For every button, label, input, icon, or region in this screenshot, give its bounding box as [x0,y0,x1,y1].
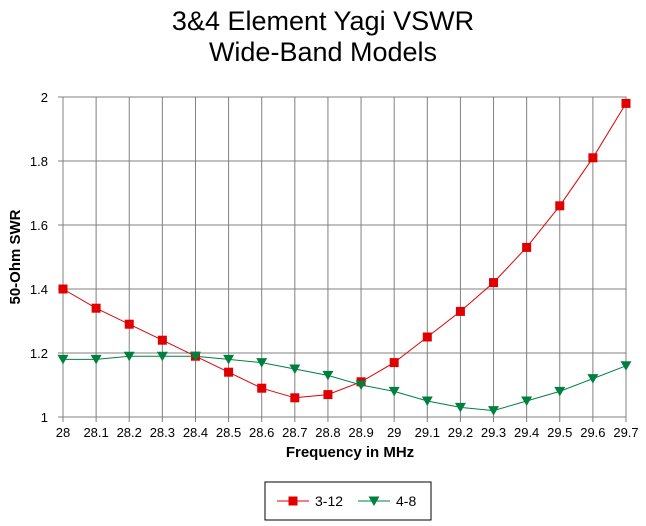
point-3-12 [124,319,134,329]
y-axis-ticks: 1 1.2 1.4 1.6 1.8 2 [30,90,63,425]
x-tick-label: 28.9 [348,425,373,440]
point-3-12 [224,367,234,377]
chart-title-line-1: 3&4 Element Yagi VSWR [172,6,474,36]
point-3-12 [422,332,432,342]
chart-title-line-2: Wide-Band Models [209,37,437,67]
point-4-8 [123,351,135,362]
point-3-12 [621,98,631,108]
point-3-12 [555,201,565,211]
point-4-8 [488,406,500,416]
x-tick-label: 29.6 [580,425,605,440]
x-tick-label: 28.1 [83,425,108,440]
point-4-8 [289,364,301,374]
point-3-12 [455,306,465,316]
point-3-12 [522,242,532,252]
x-tick-label: 29.7 [613,425,638,440]
point-4-8 [554,386,566,397]
point-4-8 [587,374,599,384]
point-4-8 [322,370,334,381]
x-tick-label: 29.4 [514,425,539,440]
x-tick-label: 29 [387,425,401,440]
point-4-8 [454,402,466,413]
x-tick-label: 29.1 [415,425,440,440]
series-line-4-8 [63,355,627,412]
y-tick-label: 1.6 [30,218,48,233]
point-3-12 [588,153,598,163]
point-3-12 [157,335,167,345]
point-4-8 [189,351,201,362]
legend-marker-3-12 [288,496,298,506]
point-4-8 [223,354,235,365]
x-tick-label: 29.5 [547,425,572,440]
x-axis-ticks: 28 28.1 28.2 28.3 28.4 28.5 28.6 28.7 28.8 28.9 29… [56,417,639,440]
point-4-8 [521,396,533,406]
legend: 3-12 4-8 [264,481,432,521]
plot-area [63,97,626,417]
x-tick-label: 28 [56,425,70,440]
series-line-3-12 [62,103,627,399]
plot-frame [62,96,627,418]
x-tick-label: 29.2 [448,425,473,440]
point-4-8 [421,396,433,406]
series-layer [57,98,632,416]
point-3-12 [91,303,101,313]
point-4-8 [256,358,268,368]
point-4-8 [90,354,102,365]
y-axis-label: 50-Ohm SWR [7,209,24,304]
point-4-8 [57,354,69,365]
y-tick-label: 1.8 [30,154,48,169]
y-tick-label: 1.4 [30,282,48,297]
x-tick-label: 28.4 [183,425,208,440]
y-tick-label: 2 [41,90,48,105]
x-tick-label: 28.5 [216,425,241,440]
point-3-12 [257,383,267,393]
point-4-8 [388,386,400,397]
legend-marker-4-8 [368,496,380,506]
point-4-8 [355,380,367,390]
point-4-8 [620,361,632,371]
x-tick-label: 28.7 [282,425,307,440]
point-4-8 [156,351,168,362]
x-axis-label: Frequency in MHz [286,444,414,461]
point-3-12 [290,393,300,403]
legend-label-4-8: 4-8 [396,493,416,509]
x-tick-label: 28.2 [117,425,142,440]
y-tick-label: 1.2 [30,346,48,361]
point-3-12 [58,284,68,294]
x-tick-label: 28.6 [249,425,274,440]
point-3-12 [323,390,333,400]
x-tick-label: 28.3 [150,425,175,440]
legend-label-3-12: 3-12 [315,493,343,509]
point-3-12 [389,358,399,368]
point-3-12 [489,278,499,288]
x-tick-label: 28.8 [315,425,340,440]
y-tick-label: 1 [41,410,48,425]
x-tick-label: 29.3 [481,425,506,440]
